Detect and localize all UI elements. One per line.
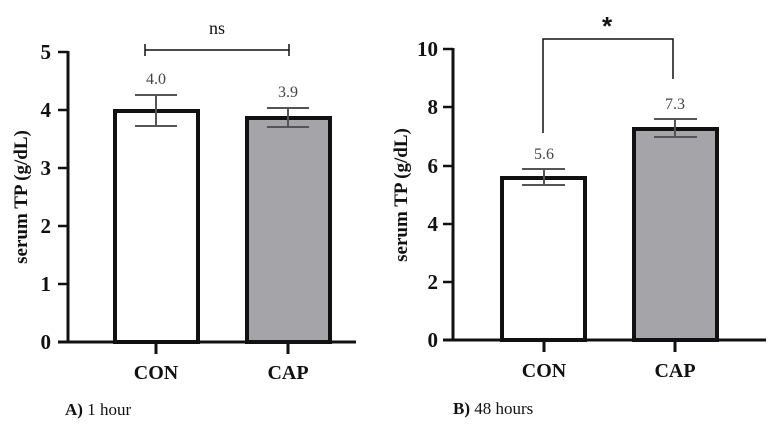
panel-a-error-bar-con bbox=[135, 94, 177, 127]
panel-a-y-tick-label: 3 bbox=[41, 156, 52, 180]
panel-b-y-axis-label: serum TP (g/dL) bbox=[391, 128, 412, 262]
panel-b-y-tick-label: 0 bbox=[428, 328, 439, 352]
panel-b-chart: serum TP (g/dL) 0 2 4 6 8 10 bbox=[391, 11, 766, 418]
panel-a-value-label-con: 4.0 bbox=[146, 71, 166, 88]
panel-a-category-con: CON bbox=[134, 362, 179, 384]
panel-a-category-cap: CAP bbox=[267, 362, 308, 384]
panel-b-category-cap: CAP bbox=[654, 360, 695, 382]
panel-a-y-tick-label: 0 bbox=[41, 330, 52, 354]
panel-a-significance-label: ns bbox=[209, 18, 225, 38]
panel-b-y-tick-label: 2 bbox=[428, 270, 439, 294]
panel-b-category-con: CON bbox=[522, 360, 567, 382]
panel-b-y-tick-label: 8 bbox=[428, 95, 439, 119]
panel-b-value-label-cap: 7.3 bbox=[665, 96, 685, 113]
panel-b-y-ticks bbox=[443, 47, 453, 342]
panel-a-y-tick-label: 5 bbox=[41, 40, 52, 64]
panel-b-error-bar-cap bbox=[654, 118, 697, 138]
panel-a-significance-bracket bbox=[144, 44, 290, 56]
panel-a-y-tick-label: 2 bbox=[41, 214, 52, 238]
panel-a-y-axis-label: serum TP (g/dL) bbox=[11, 130, 32, 264]
panel-b-bar-con bbox=[500, 176, 587, 342]
panel-a-chart: serum TP (g/dL) 0 1 2 3 4 5 bbox=[11, 18, 356, 419]
panel-b-caption: B) 48 hours bbox=[453, 399, 533, 418]
panel-b-error-bar-con bbox=[522, 168, 565, 186]
panel-a-bar-con bbox=[113, 109, 200, 344]
panel-b-y-tick-label: 6 bbox=[428, 154, 439, 178]
panel-b-value-label-con: 5.6 bbox=[534, 146, 554, 163]
panel-a-bar-cap bbox=[245, 116, 332, 344]
panel-b-significance-label: * bbox=[602, 11, 613, 41]
panel-b-y-tick-label: 10 bbox=[417, 37, 438, 61]
panel-a-y-tick-label: 4 bbox=[41, 98, 52, 122]
panel-b-significance-bracket bbox=[542, 38, 674, 133]
panel-a-value-label-cap: 3.9 bbox=[278, 84, 298, 101]
panel-a-caption: A) 1 hour bbox=[65, 400, 131, 419]
panel-b-y-tick-label: 4 bbox=[428, 212, 439, 236]
panel-b-bar-cap bbox=[632, 127, 719, 342]
panel-a-error-bar-cap bbox=[267, 107, 309, 128]
panel-a-y-tick-label: 1 bbox=[41, 272, 52, 296]
